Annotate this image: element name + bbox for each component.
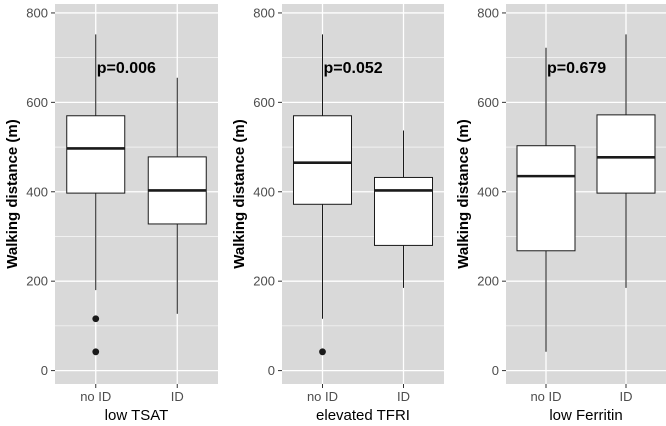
- y-tick-label: 600: [253, 95, 275, 110]
- y-tick-label: 200: [26, 274, 48, 289]
- y-tick-label: 400: [477, 184, 499, 199]
- box-no-id: [66, 34, 126, 356]
- y-tick-label: 400: [26, 184, 48, 199]
- p-value-annotation: p=0.006: [97, 60, 156, 77]
- y-tick-label: 800: [477, 5, 499, 20]
- box-body: [374, 176, 433, 246]
- y-tick-label: 600: [477, 95, 499, 110]
- p-value-annotation: p=0.052: [324, 60, 383, 77]
- box-no-id: [293, 34, 352, 356]
- y-axis-title: Walking distance (m): [455, 119, 472, 268]
- y-tick-label: 800: [26, 5, 48, 20]
- box-id: [596, 34, 656, 288]
- box-body: [516, 145, 576, 252]
- box-body: [293, 115, 352, 205]
- x-tick-label: ID: [171, 389, 184, 404]
- box-body: [66, 115, 126, 194]
- box-id: [147, 77, 207, 314]
- x-axis-title: low Ferritin: [549, 407, 622, 424]
- y-tick-label: 400: [253, 184, 275, 199]
- y-tick-label: 800: [253, 5, 275, 20]
- x-tick-label: no ID: [530, 389, 561, 404]
- x-axis-title: elevated TFRI: [316, 407, 410, 424]
- y-axis-title: Walking distance (m): [4, 119, 21, 268]
- y-tick-label: 0: [41, 363, 48, 378]
- p-value-annotation: p=0.679: [547, 60, 606, 77]
- x-tick-label: ID: [620, 389, 633, 404]
- x-tick-label: no ID: [80, 389, 111, 404]
- x-axis-title: low TSAT: [105, 407, 169, 424]
- y-axis-title: Walking distance (m): [231, 119, 248, 268]
- outlier-point: [92, 348, 100, 356]
- y-tick-label: 600: [26, 95, 48, 110]
- box-id: [374, 130, 433, 288]
- y-tick-label: 0: [268, 363, 275, 378]
- outlier-point: [319, 348, 326, 356]
- chart-panel-3: 0 200 400 600 800 Walking distance (m) no ID ID…: [455, 4, 666, 424]
- outlier-point: [92, 315, 100, 323]
- x-tick-label: no ID: [307, 389, 338, 404]
- y-tick-label: 200: [477, 274, 499, 289]
- y-tick-label: 200: [253, 274, 275, 289]
- x-tick-label: ID: [397, 389, 410, 404]
- box-body: [596, 114, 656, 194]
- chart-panel-2: 0 200 400 600 800 Walking distance (m) no ID ID…: [231, 4, 444, 424]
- box-no-id: [516, 47, 576, 352]
- y-tick-label: 0: [492, 363, 499, 378]
- chart-panel-1: 0 200 400 600 800 Walking distance (m) no ID ID…: [4, 4, 218, 424]
